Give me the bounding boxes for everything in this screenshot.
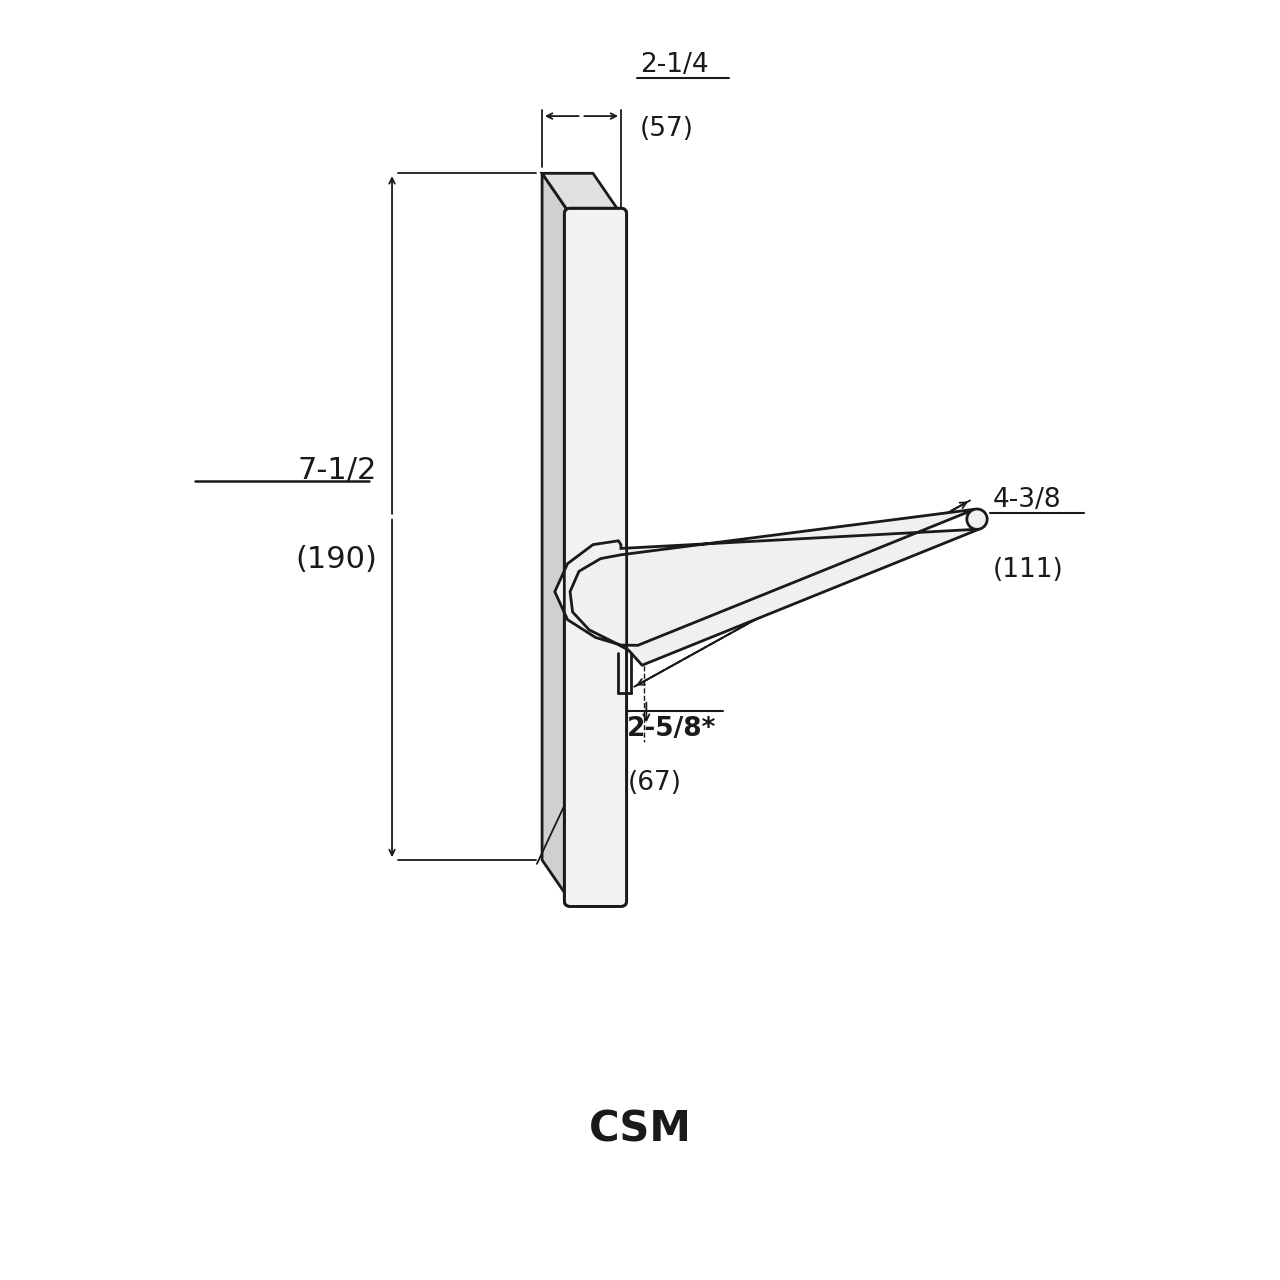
Text: 2-5/8*: 2-5/8* xyxy=(627,717,717,742)
Text: 2-1/4: 2-1/4 xyxy=(640,52,709,78)
Text: (111): (111) xyxy=(992,557,1062,584)
Polygon shape xyxy=(554,509,979,666)
Text: (190): (190) xyxy=(294,544,376,573)
Text: (67): (67) xyxy=(627,769,681,796)
Circle shape xyxy=(966,509,987,530)
Text: 7-1/2: 7-1/2 xyxy=(297,456,376,485)
Text: (57): (57) xyxy=(640,116,694,142)
FancyBboxPatch shape xyxy=(564,209,627,906)
Polygon shape xyxy=(543,173,621,214)
Text: 4-3/8: 4-3/8 xyxy=(992,486,1061,513)
Polygon shape xyxy=(543,173,570,901)
Text: CSM: CSM xyxy=(589,1108,691,1151)
